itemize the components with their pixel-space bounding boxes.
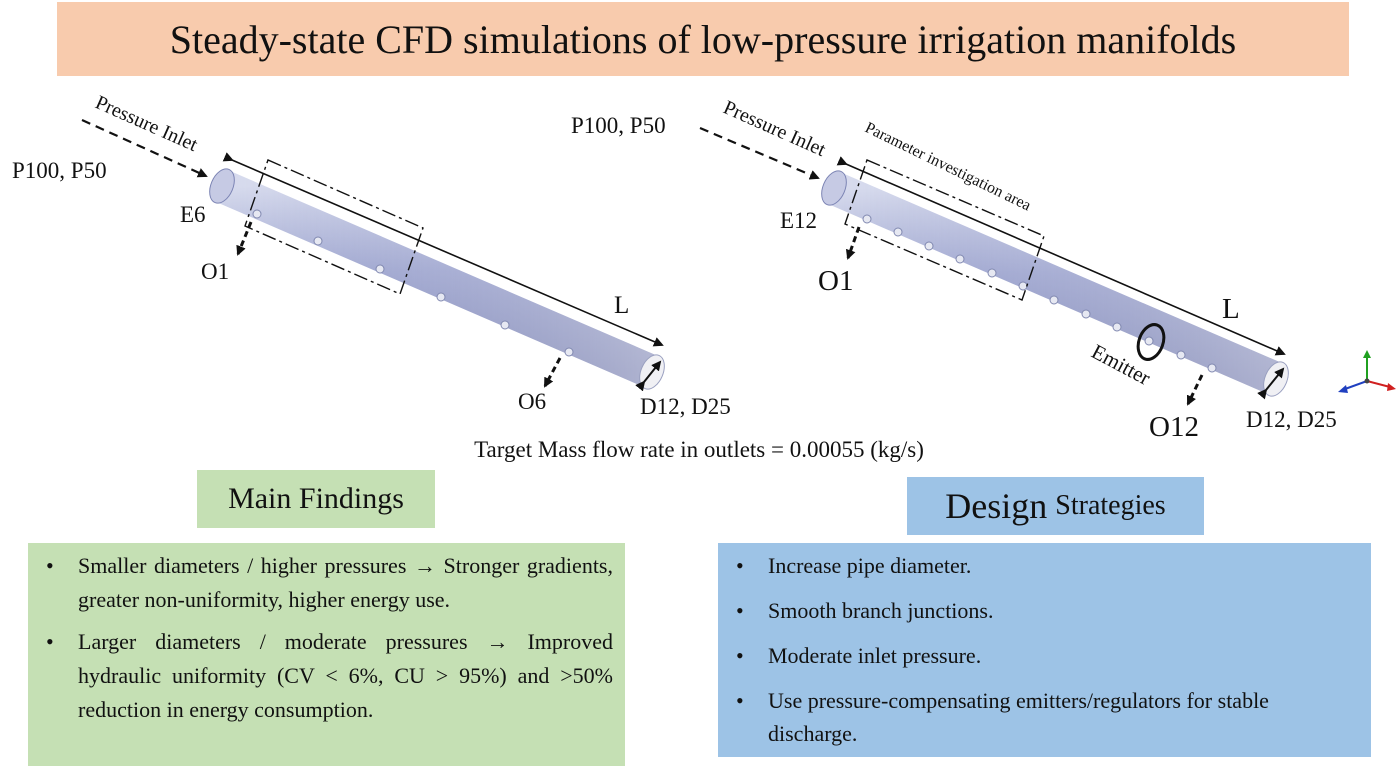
findings-panel: Smaller diameters / higher pressures → S… [28,543,625,766]
left-outlet-arrow-last [543,357,562,388]
strategies-panel: Increase pipe diameter. Smooth branch ju… [718,543,1371,757]
left-outlet-arrow-first [236,221,253,256]
left-emitter-label: E6 [180,202,206,227]
right-emitter-label: Emitter [1088,339,1155,390]
strategies-header: Design Strategies [907,477,1204,535]
left-inlet-arrow [81,118,208,178]
left-pressure-label: P100, P50 [12,158,107,183]
manifold-figure: Pressure Inlet P100, P50 E6 O1 L O6 D12,… [12,91,1396,443]
right-outlet-first-label: O1 [818,265,853,297]
left-diameter-arrow [635,360,662,392]
right-diameter-arrow [1257,367,1285,400]
left-outlet-first-label: O1 [201,259,229,284]
strategies-item: Increase pipe diameter. [728,549,1361,582]
page-title: Steady-state CFD simulations of low-pres… [169,16,1237,62]
right-length-label: L [1222,293,1240,325]
strategies-header-big: Design [945,486,1048,526]
right-outlet-arrow-last [1186,374,1204,406]
right-pipe [821,170,1289,397]
right-outlet-arrow-first [845,226,861,260]
strategies-item: Smooth branch junctions. [728,594,1361,627]
left-inlet-label: Pressure Inlet [92,91,201,156]
axes-triad-icon [1338,350,1396,393]
findings-item: Larger diameters / moderate pressures → … [38,625,613,727]
findings-item: Smaller diameters / higher pressures → S… [38,549,613,617]
findings-header: Main Findings [197,470,435,528]
strategies-header-small: Strategies [1055,490,1166,521]
right-emitter-first-label: E12 [780,208,817,233]
left-diameter-label: D12, D25 [640,394,731,419]
left-pipe [209,168,665,390]
right-inlet-label: Pressure Inlet [720,96,829,161]
strategies-list: Increase pipe diameter. Smooth branch ju… [728,549,1361,750]
right-pressure-label: P100, P50 [571,113,666,138]
emitter-highlight-ring [1136,323,1166,361]
right-length-arrow [836,156,1286,356]
findings-header-label: Main Findings [228,482,404,515]
strategies-item: Moderate inlet pressure. [728,639,1361,672]
right-inlet-arrow [699,126,820,180]
right-diameter-label: D12, D25 [1246,407,1337,432]
target-mass-flow: Target Mass flow rate in outlets = 0.000… [474,437,924,462]
strategies-item: Use pressure-compensating emitters/regul… [728,684,1361,750]
title-banner: Steady-state CFD simulations of low-pres… [57,2,1349,76]
findings-list: Smaller diameters / higher pressures → S… [38,549,613,727]
left-length-arrow [222,152,664,347]
left-outlet-last-label: O6 [518,389,546,414]
left-length-label: L [614,292,629,319]
right-outlet-last-label: O12 [1149,411,1199,443]
